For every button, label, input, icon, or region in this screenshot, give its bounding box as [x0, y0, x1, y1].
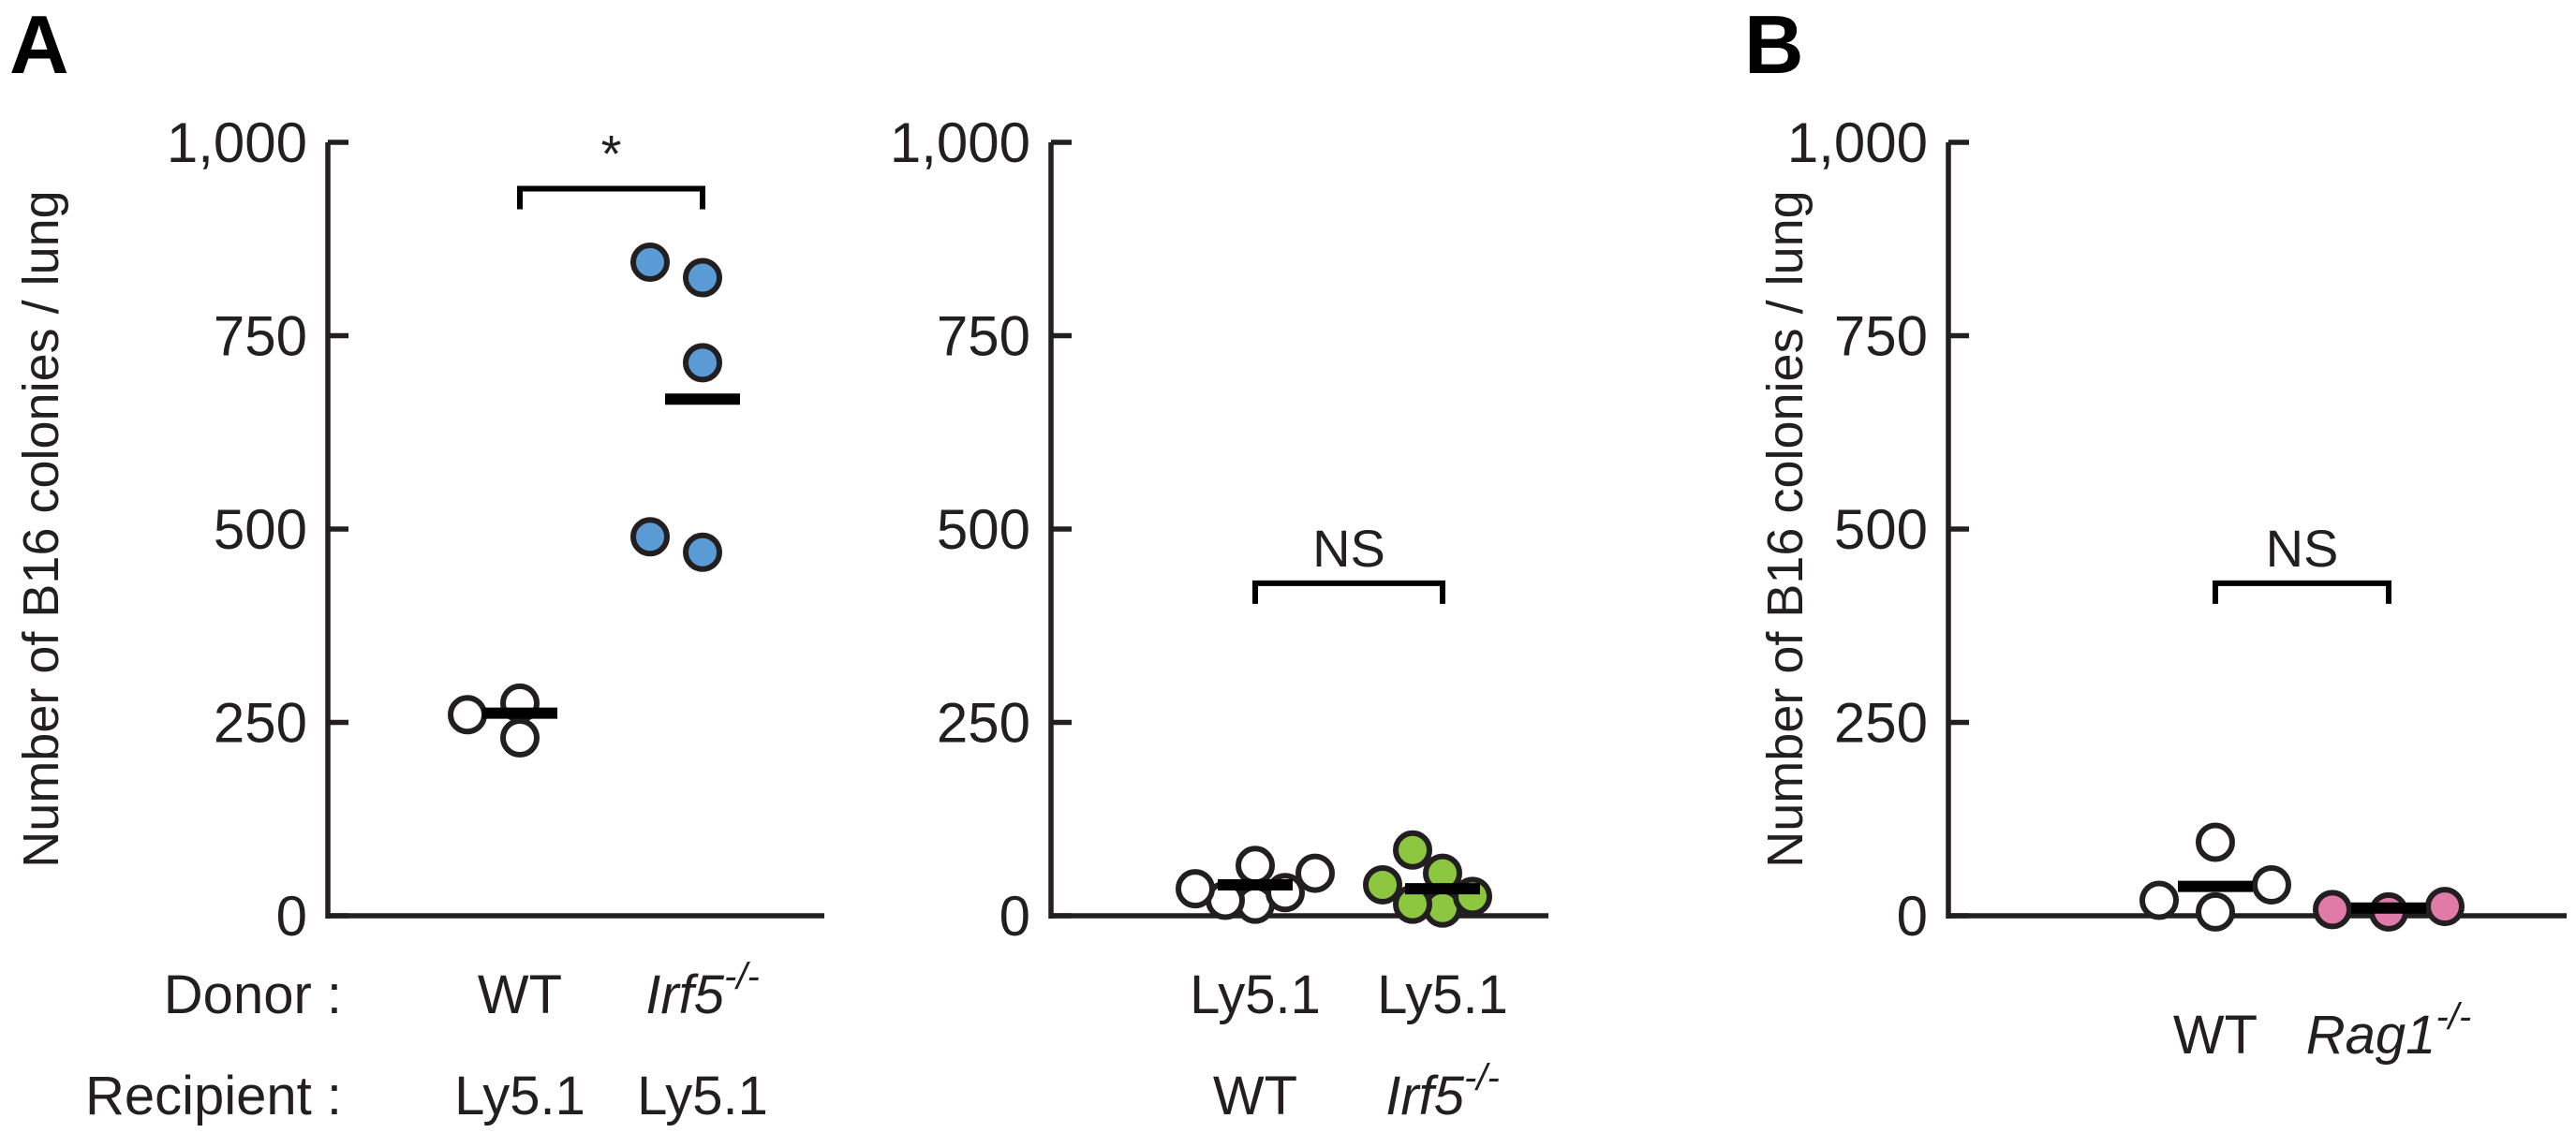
data-point: [1176, 869, 1215, 909]
data-point: [683, 258, 722, 298]
significance-label: *: [601, 125, 622, 184]
y-tick-label: 750: [1834, 305, 1928, 368]
y-axis-title: Number of B16 colonies / lung: [1757, 190, 1814, 867]
y-tick-label: 0: [276, 885, 307, 948]
donor-label: WT: [2173, 1005, 2258, 1066]
donor-row-label: Donor :: [164, 964, 342, 1025]
significance-bracket: [2213, 580, 2391, 604]
panel-label-a: A: [9, 0, 69, 91]
data-point: [2313, 890, 2352, 930]
charts-group: 0 250 500 750 1,000 Number of B16 colonies / …: [13, 111, 2567, 1126]
y-tick-label: 250: [1834, 692, 1928, 755]
y-tick-label: 750: [214, 305, 307, 368]
recipient-label: WT: [1213, 1066, 1297, 1126]
significance-bracket: [1252, 580, 1445, 604]
data-point: [448, 695, 487, 735]
recipient-label: Irf5-/-: [1385, 1057, 1500, 1126]
recipient-label: Ly5.1: [454, 1066, 585, 1126]
y-tick-label: 1,000: [890, 111, 1030, 174]
panel-label-b: B: [1744, 0, 1804, 91]
donor-label: WT: [478, 964, 562, 1025]
donor-label: Rag1-/-: [2306, 996, 2471, 1066]
recipient-label: Ly5.1: [637, 1066, 768, 1126]
y-tick-label: 250: [937, 692, 1030, 755]
donor-label: Irf5-/-: [645, 956, 760, 1025]
donor-label: Ly5.1: [1190, 964, 1321, 1025]
chart-2: 0 250 500 750 1,000 Ly5.1 WT Ly5.1 Irf5-/- NS: [890, 111, 1548, 1126]
donor-label: Ly5.1: [1377, 964, 1508, 1025]
y-tick-label: 0: [1897, 885, 1928, 948]
recipient-row-label: Recipient :: [85, 1066, 342, 1126]
data-point: [2139, 880, 2179, 920]
y-tick-label: 500: [937, 498, 1030, 561]
y-tick-label: 0: [999, 885, 1030, 948]
significance-label: NS: [2266, 519, 2339, 578]
y-axis-title: Number of B16 colonies / lung: [13, 190, 69, 867]
chart-1: 0 250 500 750 1,000 Number of B16 colonies / …: [13, 111, 824, 1126]
y-tick-label: 500: [1834, 498, 1928, 561]
data-point: [500, 718, 540, 758]
data-point: [1393, 830, 1432, 870]
y-tick-label: 500: [214, 498, 307, 561]
data-point: [630, 243, 670, 283]
y-tick-label: 1,000: [1787, 111, 1928, 174]
significance-label: NS: [1312, 519, 1385, 578]
data-point: [2425, 887, 2465, 927]
data-point: [2252, 864, 2291, 905]
data-point: [1363, 864, 1402, 905]
significance-bracket: [517, 185, 705, 210]
data-point: [1236, 846, 1275, 886]
y-tick-label: 1,000: [167, 111, 307, 174]
data-point: [2196, 822, 2235, 862]
data-point: [630, 517, 670, 557]
data-point: [683, 343, 722, 383]
chart-3: 0 250 500 750 1,000 Number of B16 colonies / …: [1757, 111, 2567, 1066]
y-tick-label: 250: [214, 692, 307, 755]
y-tick-label: 750: [937, 305, 1030, 368]
data-point: [2196, 891, 2235, 932]
data-point: [1295, 853, 1335, 893]
data-point: [683, 532, 722, 572]
